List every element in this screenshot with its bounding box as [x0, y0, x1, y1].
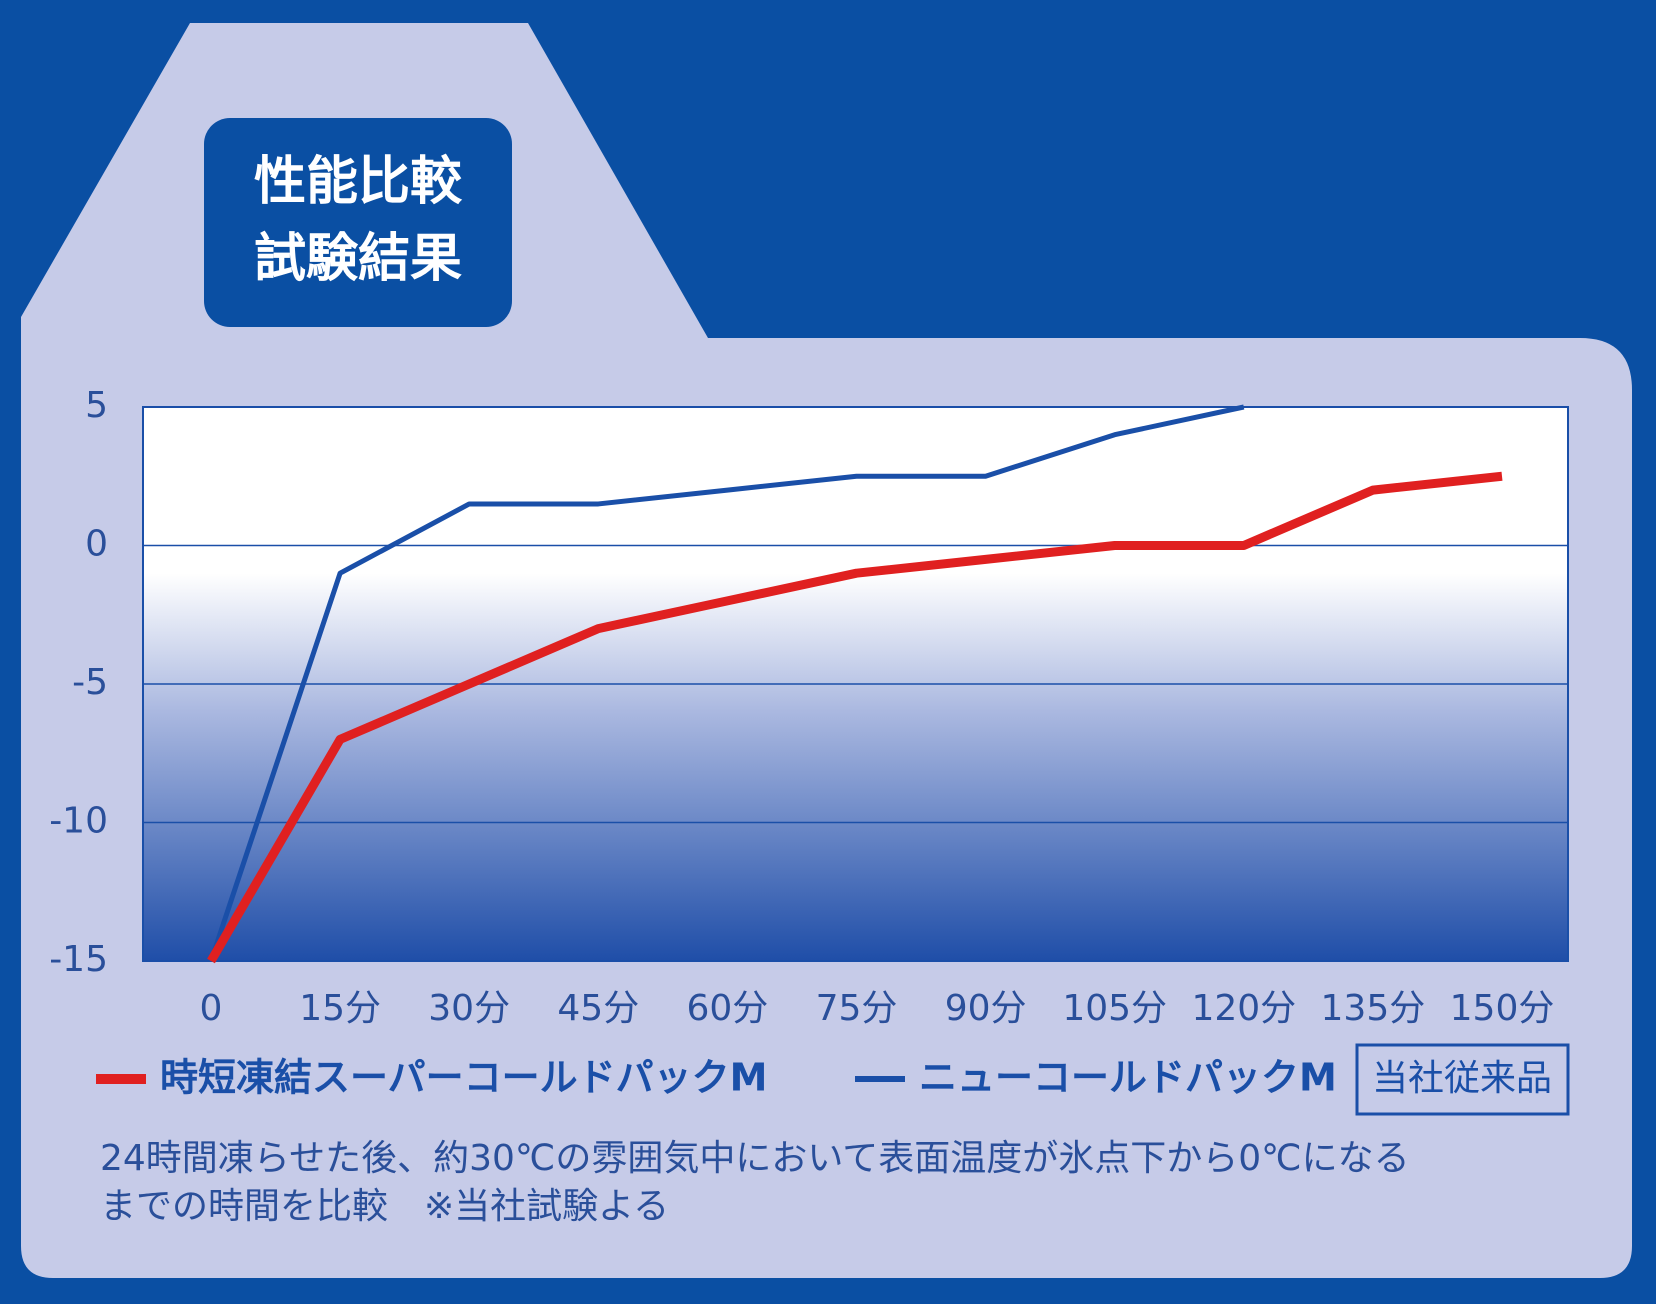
title: 試験結果: [254, 229, 462, 289]
x-tick-label: 45分: [557, 988, 639, 1029]
x-tick-label: 60分: [686, 988, 768, 1029]
y-tick-label: -10: [49, 801, 108, 842]
annotation-box: [1355, 1043, 1570, 1116]
y-tick-label: 0: [85, 524, 108, 565]
x-tick-label: 75分: [816, 988, 898, 1029]
y-tick-label: 5: [85, 385, 108, 426]
x-tick-label: 120分: [1191, 988, 1296, 1029]
x-tick-label: 135分: [1321, 988, 1426, 1029]
y-tick-label: -15: [49, 939, 108, 980]
note: までの時間を比較 ※当社試験よる: [100, 1186, 669, 1227]
legend-label: ニューコールドパックM: [919, 1056, 1337, 1100]
x-tick-label: 150分: [1450, 988, 1555, 1029]
x-tick-label: 30分: [428, 988, 510, 1029]
x-tick-label: 0: [200, 988, 223, 1029]
annotation: 当社従来品: [1372, 1058, 1552, 1099]
note: 24時間凍らせた後、約30℃の雰囲気中において表面温度が氷点下から0℃になる: [100, 1138, 1410, 1179]
y-tick-label: -5: [72, 662, 108, 703]
x-tick-label: 90分: [945, 988, 1027, 1029]
x-tick-label: 105分: [1062, 988, 1167, 1029]
x-tick-label: 15分: [299, 988, 381, 1029]
series-line: [208, 404, 1245, 962]
legend-label: 時短凍結スーパーコールドパックM: [160, 1056, 767, 1100]
title: 性能比較: [254, 152, 463, 212]
series-line: [207, 471, 1503, 964]
title-badge: [204, 118, 512, 327]
